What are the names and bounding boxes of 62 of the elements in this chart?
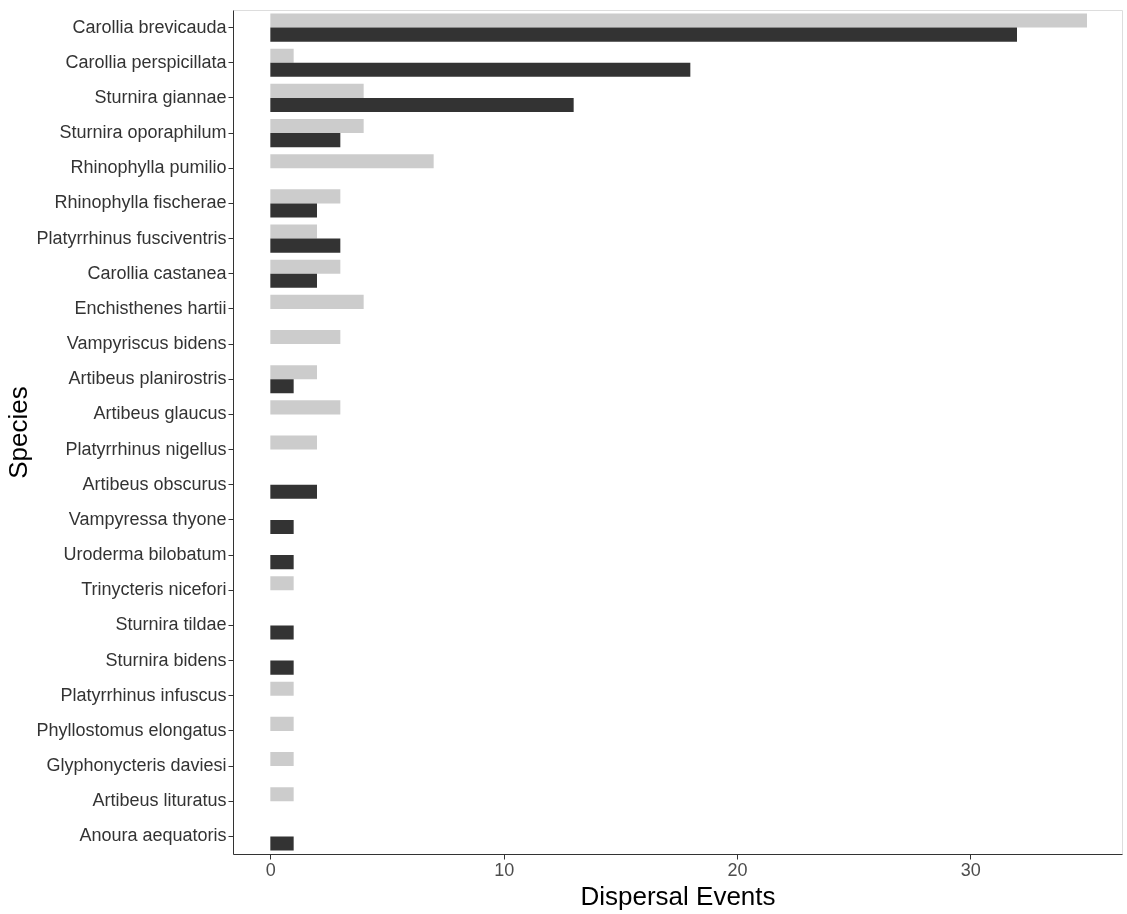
bar xyxy=(270,400,341,415)
y-tick-label: Platyrrhinus nigellus xyxy=(65,438,227,459)
y-tick-label: Glyphonycteris daviesi xyxy=(46,755,227,776)
bar xyxy=(270,62,691,77)
bar xyxy=(270,203,317,218)
y-tick-label: Uroderma bilobatum xyxy=(63,544,227,565)
y-tick-label: Sturnira oporaphilum xyxy=(59,122,227,143)
y-axis-title: Species xyxy=(3,386,34,479)
bar xyxy=(270,189,341,204)
bar xyxy=(270,238,341,253)
bar xyxy=(270,625,294,640)
y-tick-label: Carollia castanea xyxy=(87,262,228,283)
x-axis-title: Dispersal Events xyxy=(580,880,776,911)
y-tick-label: Artibeus obscurus xyxy=(82,473,227,494)
bar xyxy=(270,119,364,134)
x-tick-label: 10 xyxy=(494,859,515,880)
y-tick-label: Artibeus planirostris xyxy=(68,368,227,389)
y-tick-label: Carollia brevicauda xyxy=(72,16,228,37)
y-tick-label: Platyrrhinus infuscus xyxy=(60,684,227,705)
y-tick-label: Sturnira tildae xyxy=(115,614,227,635)
bar xyxy=(270,519,294,534)
y-tick-label: Rhinophylla fischerae xyxy=(54,192,227,213)
x-tick-label: 0 xyxy=(265,859,276,880)
bar xyxy=(270,365,317,380)
y-tick-label: Artibeus glaucus xyxy=(93,403,227,424)
bar xyxy=(270,294,364,309)
bar xyxy=(270,13,1087,28)
bar xyxy=(270,27,1017,42)
bar xyxy=(270,133,341,148)
y-tick-label: Carollia perspicillata xyxy=(65,51,228,72)
bar xyxy=(270,97,574,112)
bar xyxy=(270,330,341,345)
y-tick-label: Phyllostomus elongatus xyxy=(36,719,227,740)
bar xyxy=(270,752,294,767)
bar xyxy=(270,836,294,851)
bar xyxy=(270,154,434,169)
bar xyxy=(270,576,294,591)
bar xyxy=(270,435,317,450)
bar xyxy=(270,555,294,570)
y-tick-label: Anoura aequatoris xyxy=(79,825,227,846)
bar xyxy=(270,48,294,63)
bar xyxy=(270,259,341,274)
y-tick-label: Trinycteris nicefori xyxy=(81,579,227,600)
y-tick-label: Artibeus lituratus xyxy=(92,790,227,811)
y-tick-label: Rhinophylla pumilio xyxy=(70,157,227,178)
bar xyxy=(270,273,317,288)
bar xyxy=(270,681,294,696)
bar xyxy=(270,787,294,802)
bar xyxy=(270,484,317,499)
x-tick-label: 30 xyxy=(960,859,981,880)
y-tick-label: Sturnira giannae xyxy=(94,86,227,107)
bar xyxy=(270,660,294,675)
bar xyxy=(270,716,294,731)
y-tick-label: Vampyressa thyone xyxy=(68,508,227,529)
bar xyxy=(270,224,317,239)
x-tick-label: 20 xyxy=(727,859,748,880)
y-tick-label: Sturnira bidens xyxy=(105,649,227,670)
y-tick-label: Enchisthenes hartii xyxy=(74,297,227,318)
y-tick-label: Platyrrhinus fusciventris xyxy=(36,227,227,248)
bar xyxy=(270,379,294,394)
y-tick-label: Vampyriscus bidens xyxy=(66,333,227,354)
bar xyxy=(270,83,364,98)
